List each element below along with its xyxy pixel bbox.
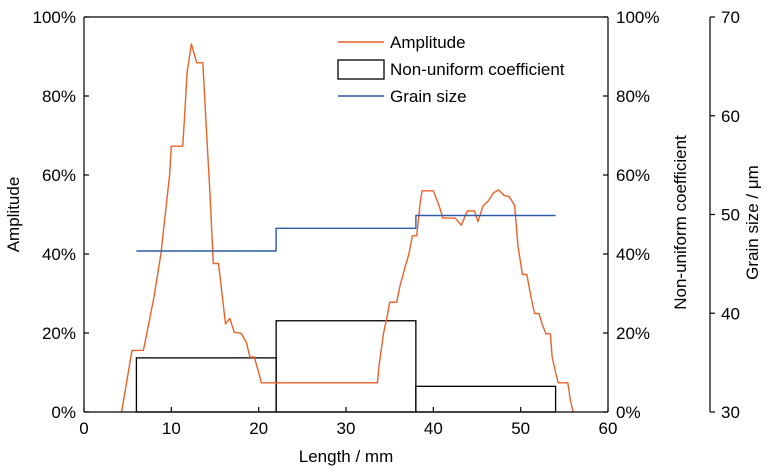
series-line-grain-size (136, 214, 556, 252)
x-tick-label: 20 (249, 419, 268, 438)
x-tick-label: 40 (424, 419, 443, 438)
x-tick-label: 30 (337, 419, 356, 438)
y-right-axis-title: Non-uniform coefficient (671, 135, 690, 310)
grain-axis-tick-label: 50 (721, 206, 740, 225)
x-tick-label: 10 (162, 419, 181, 438)
x-axis-title: Length / mm (299, 447, 394, 466)
y-left-tick-label: 80% (42, 87, 76, 106)
y-right-tick-label: 60% (616, 166, 650, 185)
y-right-tick-label: 40% (616, 245, 650, 264)
legend-label-1: Non-uniform coefficient (390, 60, 565, 79)
y-right-tick-label: 100% (616, 8, 659, 27)
grain-axis-tick-label: 40 (721, 304, 740, 323)
series-line-amplitude (120, 43, 574, 413)
x-tick-label: 60 (599, 419, 618, 438)
y-left-tick-label: 40% (42, 245, 76, 264)
x-tick-label: 0 (79, 419, 88, 438)
nonuniform-bar-1 (275, 320, 417, 413)
y-left-tick-label: 100% (33, 8, 76, 27)
y-left-tick-label: 0% (51, 403, 76, 422)
nonuniform-bar-2 (415, 385, 557, 413)
y-right-tick-label: 20% (616, 324, 650, 343)
nonuniform-bar-0 (135, 357, 277, 413)
grain-axis-title: Grain size / μm (743, 165, 762, 280)
y-left-axis-title: Amplitude (4, 177, 23, 253)
legend-label-2: Grain size (390, 87, 467, 106)
y-right-tick-label: 0% (616, 403, 641, 422)
y-left-tick-label: 60% (42, 166, 76, 185)
grain-axis-tick-label: 70 (721, 8, 740, 27)
y-right-tick-label: 80% (616, 87, 650, 106)
y-left-tick-label: 20% (42, 324, 76, 343)
x-tick-label: 50 (511, 419, 530, 438)
grain-axis-tick-label: 30 (721, 403, 740, 422)
grain-axis-tick-label: 60 (721, 107, 740, 126)
legend-swatch-1 (337, 59, 385, 80)
legend-label-0: Amplitude (390, 33, 466, 52)
